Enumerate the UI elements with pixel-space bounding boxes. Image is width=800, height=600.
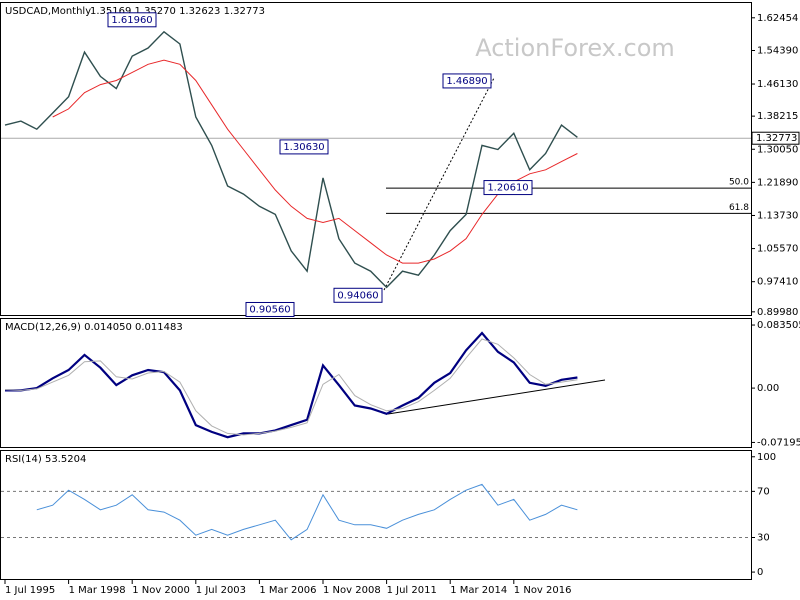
y-tick-label: 0.97410 [757, 277, 798, 288]
macd-trend-line [387, 379, 606, 415]
annotation-box [279, 139, 329, 155]
series-line [4, 338, 578, 436]
x-tick-label: 1 Nov 2008 [323, 585, 381, 596]
y-tick-label: 30 [757, 532, 770, 543]
annotation-box [107, 12, 157, 28]
macd-panel [0, 318, 752, 448]
fib-label: 50.0 [729, 178, 749, 188]
y-tick-label: 1.21890 [757, 177, 798, 188]
panel-title: MACD(12,26,9) 0.014050 0.011483 [5, 322, 183, 333]
y-tick-label: 1.38215 [757, 111, 798, 122]
x-tick-label: 1 Jul 2011 [387, 585, 437, 596]
y-tick-label: -0.07195 [757, 437, 800, 448]
y-tick-label: 70 [757, 486, 770, 497]
x-tick-label: 1 Jul 1995 [5, 585, 55, 596]
price-panel [0, 2, 752, 316]
x-tick-label: 1 Nov 2000 [132, 585, 190, 596]
last-price-box [751, 131, 800, 145]
x-tick-label: 1 Nov 2016 [514, 585, 572, 596]
y-tick-label: 1.05570 [757, 244, 798, 255]
y-tick-label: 1.46130 [757, 79, 798, 90]
annotation-label: 1.30630 [283, 142, 324, 153]
panel-title: RSI(14) 53.5204 [5, 454, 86, 465]
annotation-box [245, 301, 295, 317]
y-tick-label: 0 [757, 567, 763, 578]
annotation-label: 0.94060 [337, 290, 378, 301]
y-tick-label: 100 [757, 452, 776, 463]
x-tick-label: 1 Mar 2014 [450, 585, 507, 596]
series-line [4, 30, 578, 289]
annotation-box [442, 73, 492, 89]
x-tick-label: 1 Mar 2006 [259, 585, 316, 596]
annotation-label: 1.20610 [487, 183, 528, 194]
panel-subtitle: 1.35169 1.35270 1.32623 1.32773 [90, 6, 265, 17]
fib-label: 61.8 [729, 203, 749, 213]
annotation-box [333, 287, 383, 303]
y-tick-label: 0.89980 [757, 307, 798, 318]
y-tick-label: 1.54390 [757, 46, 798, 57]
watermark: ActionForex.com [475, 34, 675, 62]
y-tick-label: 0.083505 [757, 320, 800, 331]
y-tick-label: 1.62454 [757, 13, 798, 24]
annotation-label: 1.61960 [111, 15, 152, 26]
x-tick-label: 1 Jul 2003 [196, 585, 246, 596]
annotation-label: 1.46890 [446, 76, 487, 87]
y-tick-label: 1.30050 [757, 144, 798, 155]
annotation-label: 0.90560 [249, 304, 290, 315]
rsi-panel [0, 450, 752, 580]
x-tick-label: 1 Mar 1998 [69, 585, 126, 596]
series-line [52, 59, 578, 264]
last-price-label: 1.32773 [756, 133, 797, 144]
panel-title: USDCAD,Monthly [5, 6, 91, 17]
y-tick-label: 1.13730 [757, 210, 798, 221]
series-line [36, 483, 578, 541]
annotation-box [483, 180, 533, 196]
y-tick-label: 0.00 [757, 383, 779, 394]
series-line [5, 331, 578, 439]
